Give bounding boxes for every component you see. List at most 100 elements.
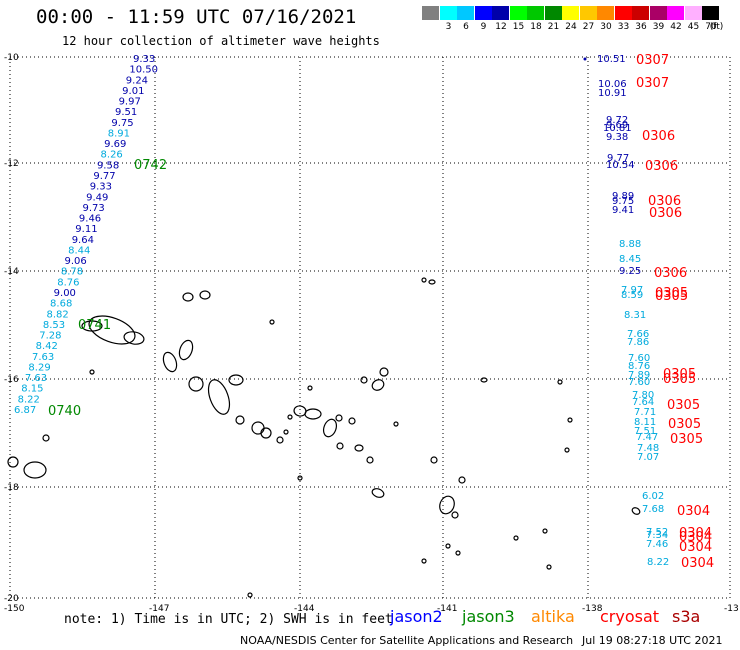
- legend-tick-label: 45: [687, 22, 700, 32]
- legend-tick-label: 24: [565, 22, 577, 32]
- wave-height-label: 9.75: [111, 118, 133, 129]
- wave-height-label: 8.26: [101, 150, 123, 161]
- island-outline: [178, 339, 194, 361]
- wave-height-label: 9.46: [79, 214, 101, 225]
- legend-swatch: [439, 6, 457, 20]
- wave-height-label: 9.24: [126, 75, 148, 86]
- wave-height-label: 7.89: [628, 370, 650, 381]
- wave-height-label: 9.72: [606, 115, 628, 126]
- pass-time-label: 0304: [679, 530, 712, 545]
- island-outline: [567, 417, 573, 423]
- wave-height-label: 7.52: [646, 527, 668, 538]
- legend-tick-label: 33: [617, 22, 630, 32]
- wave-height-label: 8.82: [46, 309, 68, 320]
- latitude-label: -10: [4, 53, 19, 63]
- map-frame: [9, 56, 731, 599]
- legend-swatch: [614, 6, 632, 20]
- island-outline: [371, 488, 385, 498]
- wave-height-label: 10.91: [598, 88, 627, 99]
- footnote: note: 1) Time is in UTC; 2) SWH is in fe…: [64, 612, 393, 627]
- wave-height-label: 8.53: [43, 320, 65, 331]
- longitude-label: -150: [4, 604, 25, 614]
- island-outline: [162, 351, 178, 373]
- wave-height-label: 8.91: [108, 128, 130, 139]
- wave-height-labels: 9.3310.509.249.019.979.519.758.919.698.2…: [14, 54, 669, 568]
- legend-tick-label: 3: [445, 22, 452, 32]
- wave-height-label: 9.33: [90, 182, 112, 193]
- island-outline: [455, 550, 461, 556]
- legend-tick-label: 36: [635, 22, 647, 32]
- wave-height-label: 9.77: [607, 153, 629, 164]
- island-outline: [235, 415, 245, 425]
- legend-swatch: [579, 6, 597, 20]
- generated-timestamp: Jul 19 08:27:18 UTC 2021: [582, 634, 723, 647]
- wave-height-label: 7.60: [628, 353, 650, 364]
- latitude-label: -20: [4, 594, 19, 604]
- wave-height-label: 9.33: [133, 54, 155, 65]
- island-outline: [445, 543, 451, 549]
- pass-time-label: 0306: [648, 194, 681, 209]
- island-outline: [354, 444, 364, 452]
- island-outline: [513, 535, 519, 541]
- pass-time-label: 0304: [679, 526, 712, 541]
- legend-tick-label: 12: [495, 22, 507, 32]
- pass-time-label: 0306: [642, 129, 675, 144]
- pass-time-label: 0306: [649, 206, 682, 221]
- legend-tick-label: 42: [670, 22, 682, 32]
- island-outline: [188, 376, 204, 392]
- island-outline: [546, 564, 552, 570]
- island-outline: [260, 427, 272, 439]
- longitude-label: -147: [149, 604, 169, 614]
- pass-time-label: 0305: [663, 367, 696, 382]
- chart-subtitle: 12 hour collection of altimeter wave hei…: [62, 34, 380, 48]
- pass-time-label: 0305: [655, 289, 688, 304]
- latitude-label: -14: [4, 267, 19, 277]
- latitude-label: -18: [4, 483, 19, 493]
- wave-height-label: 9.38: [606, 132, 628, 143]
- island-outline: [199, 290, 211, 300]
- wave-height-label: 10.81: [603, 123, 632, 134]
- pass-time-label: 0304: [681, 556, 714, 571]
- island-outline: [335, 414, 343, 422]
- island-outline: [123, 331, 145, 345]
- wave-height-label: 7.64: [632, 397, 654, 408]
- legend-swatch: [649, 6, 667, 20]
- legend-tick-label: 21: [547, 22, 560, 32]
- wave-height-label: 7.07: [637, 452, 659, 463]
- island-outline: [307, 385, 313, 391]
- island-outline: [207, 379, 231, 415]
- pass-time-label: 0305: [655, 286, 688, 301]
- pass-time-label: 0305: [670, 432, 703, 447]
- legend-tick-label: 30: [600, 22, 612, 32]
- wave-height-label: 7.47: [636, 432, 658, 443]
- wave-height-label: 8.29: [28, 362, 50, 373]
- wave-height-label: 7.63: [25, 373, 47, 384]
- legend-swatch: [597, 6, 614, 20]
- island-outline: [23, 461, 47, 479]
- longitude-label: -144: [294, 604, 315, 614]
- legend-tick-label: 27: [582, 22, 595, 32]
- wave-height-label: 7.97: [621, 285, 643, 296]
- island-outline: [430, 456, 438, 464]
- pass-time-label: 0742: [134, 158, 167, 173]
- latitude-label: -16: [4, 375, 19, 385]
- legend-swatch: [492, 6, 509, 20]
- wave-height-label: 9.06: [64, 256, 86, 267]
- wave-height-label: 8.88: [619, 239, 641, 250]
- latitude-label: -12: [4, 159, 19, 169]
- wave-height-label: 7.86: [627, 337, 649, 348]
- wave-height-label: 9.11: [75, 224, 97, 235]
- island-outline: [366, 456, 374, 464]
- satellite-name: jason2: [390, 607, 443, 626]
- wave-height-label: 7.63: [32, 352, 54, 363]
- legend-swatch: [667, 6, 684, 20]
- pass-time-labels: 0307030703060306030603060306030503050305…: [48, 53, 714, 571]
- legend-swatch: [474, 6, 492, 20]
- wave-height-label: 9.69: [104, 139, 126, 150]
- island-outline: [7, 456, 19, 468]
- wave-height-label: 10.54: [606, 160, 635, 171]
- legend-swatch: [527, 6, 544, 20]
- legend-tick-label: 39: [652, 22, 665, 32]
- legend-swatch: [544, 6, 562, 20]
